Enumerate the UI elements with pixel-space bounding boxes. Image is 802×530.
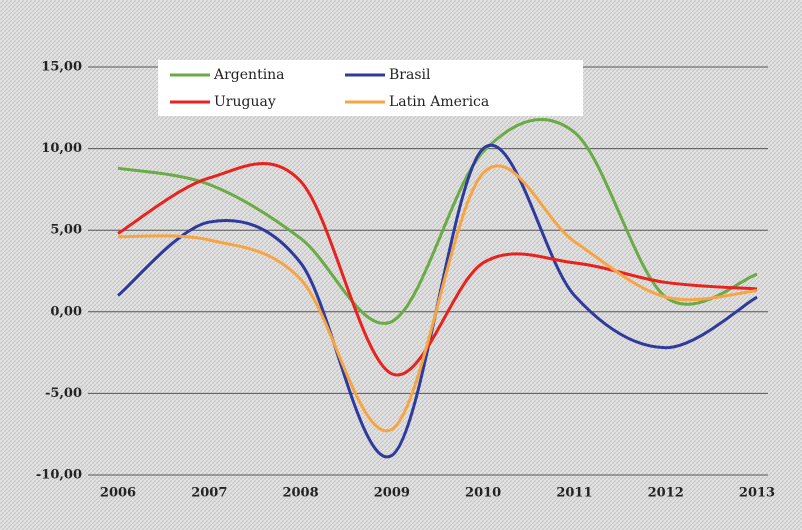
y-tick-label: 5,00 — [50, 223, 82, 238]
series-line — [117, 162, 758, 377]
x-tick-label: 2006 — [100, 486, 136, 501]
x-tick-label: 2008 — [282, 486, 318, 501]
x-tick-label: 2012 — [648, 486, 684, 501]
legend-label: Latin America — [389, 94, 489, 110]
legend-label: Brasil — [389, 67, 431, 83]
legend: Argentina Brasil Uruguay Latin America — [158, 60, 583, 116]
y-tick-label: 0,00 — [50, 304, 82, 319]
series-line — [117, 118, 758, 325]
legend-box — [158, 60, 583, 116]
x-tick-label: 2013 — [739, 486, 775, 501]
y-tick-label: -5,00 — [45, 386, 82, 401]
x-tick-label: 2009 — [374, 486, 410, 501]
y-tick-label: -10,00 — [36, 468, 82, 483]
y-tick-label: 15,00 — [41, 60, 82, 75]
y-tick-label: 10,00 — [41, 141, 82, 156]
legend-label: Argentina — [213, 67, 285, 83]
x-tick-label: 2007 — [191, 486, 227, 501]
series-line — [117, 164, 758, 433]
legend-label: Uruguay — [214, 94, 276, 110]
x-tick-label: 2011 — [556, 486, 592, 501]
x-tick-label: 2010 — [465, 486, 501, 501]
